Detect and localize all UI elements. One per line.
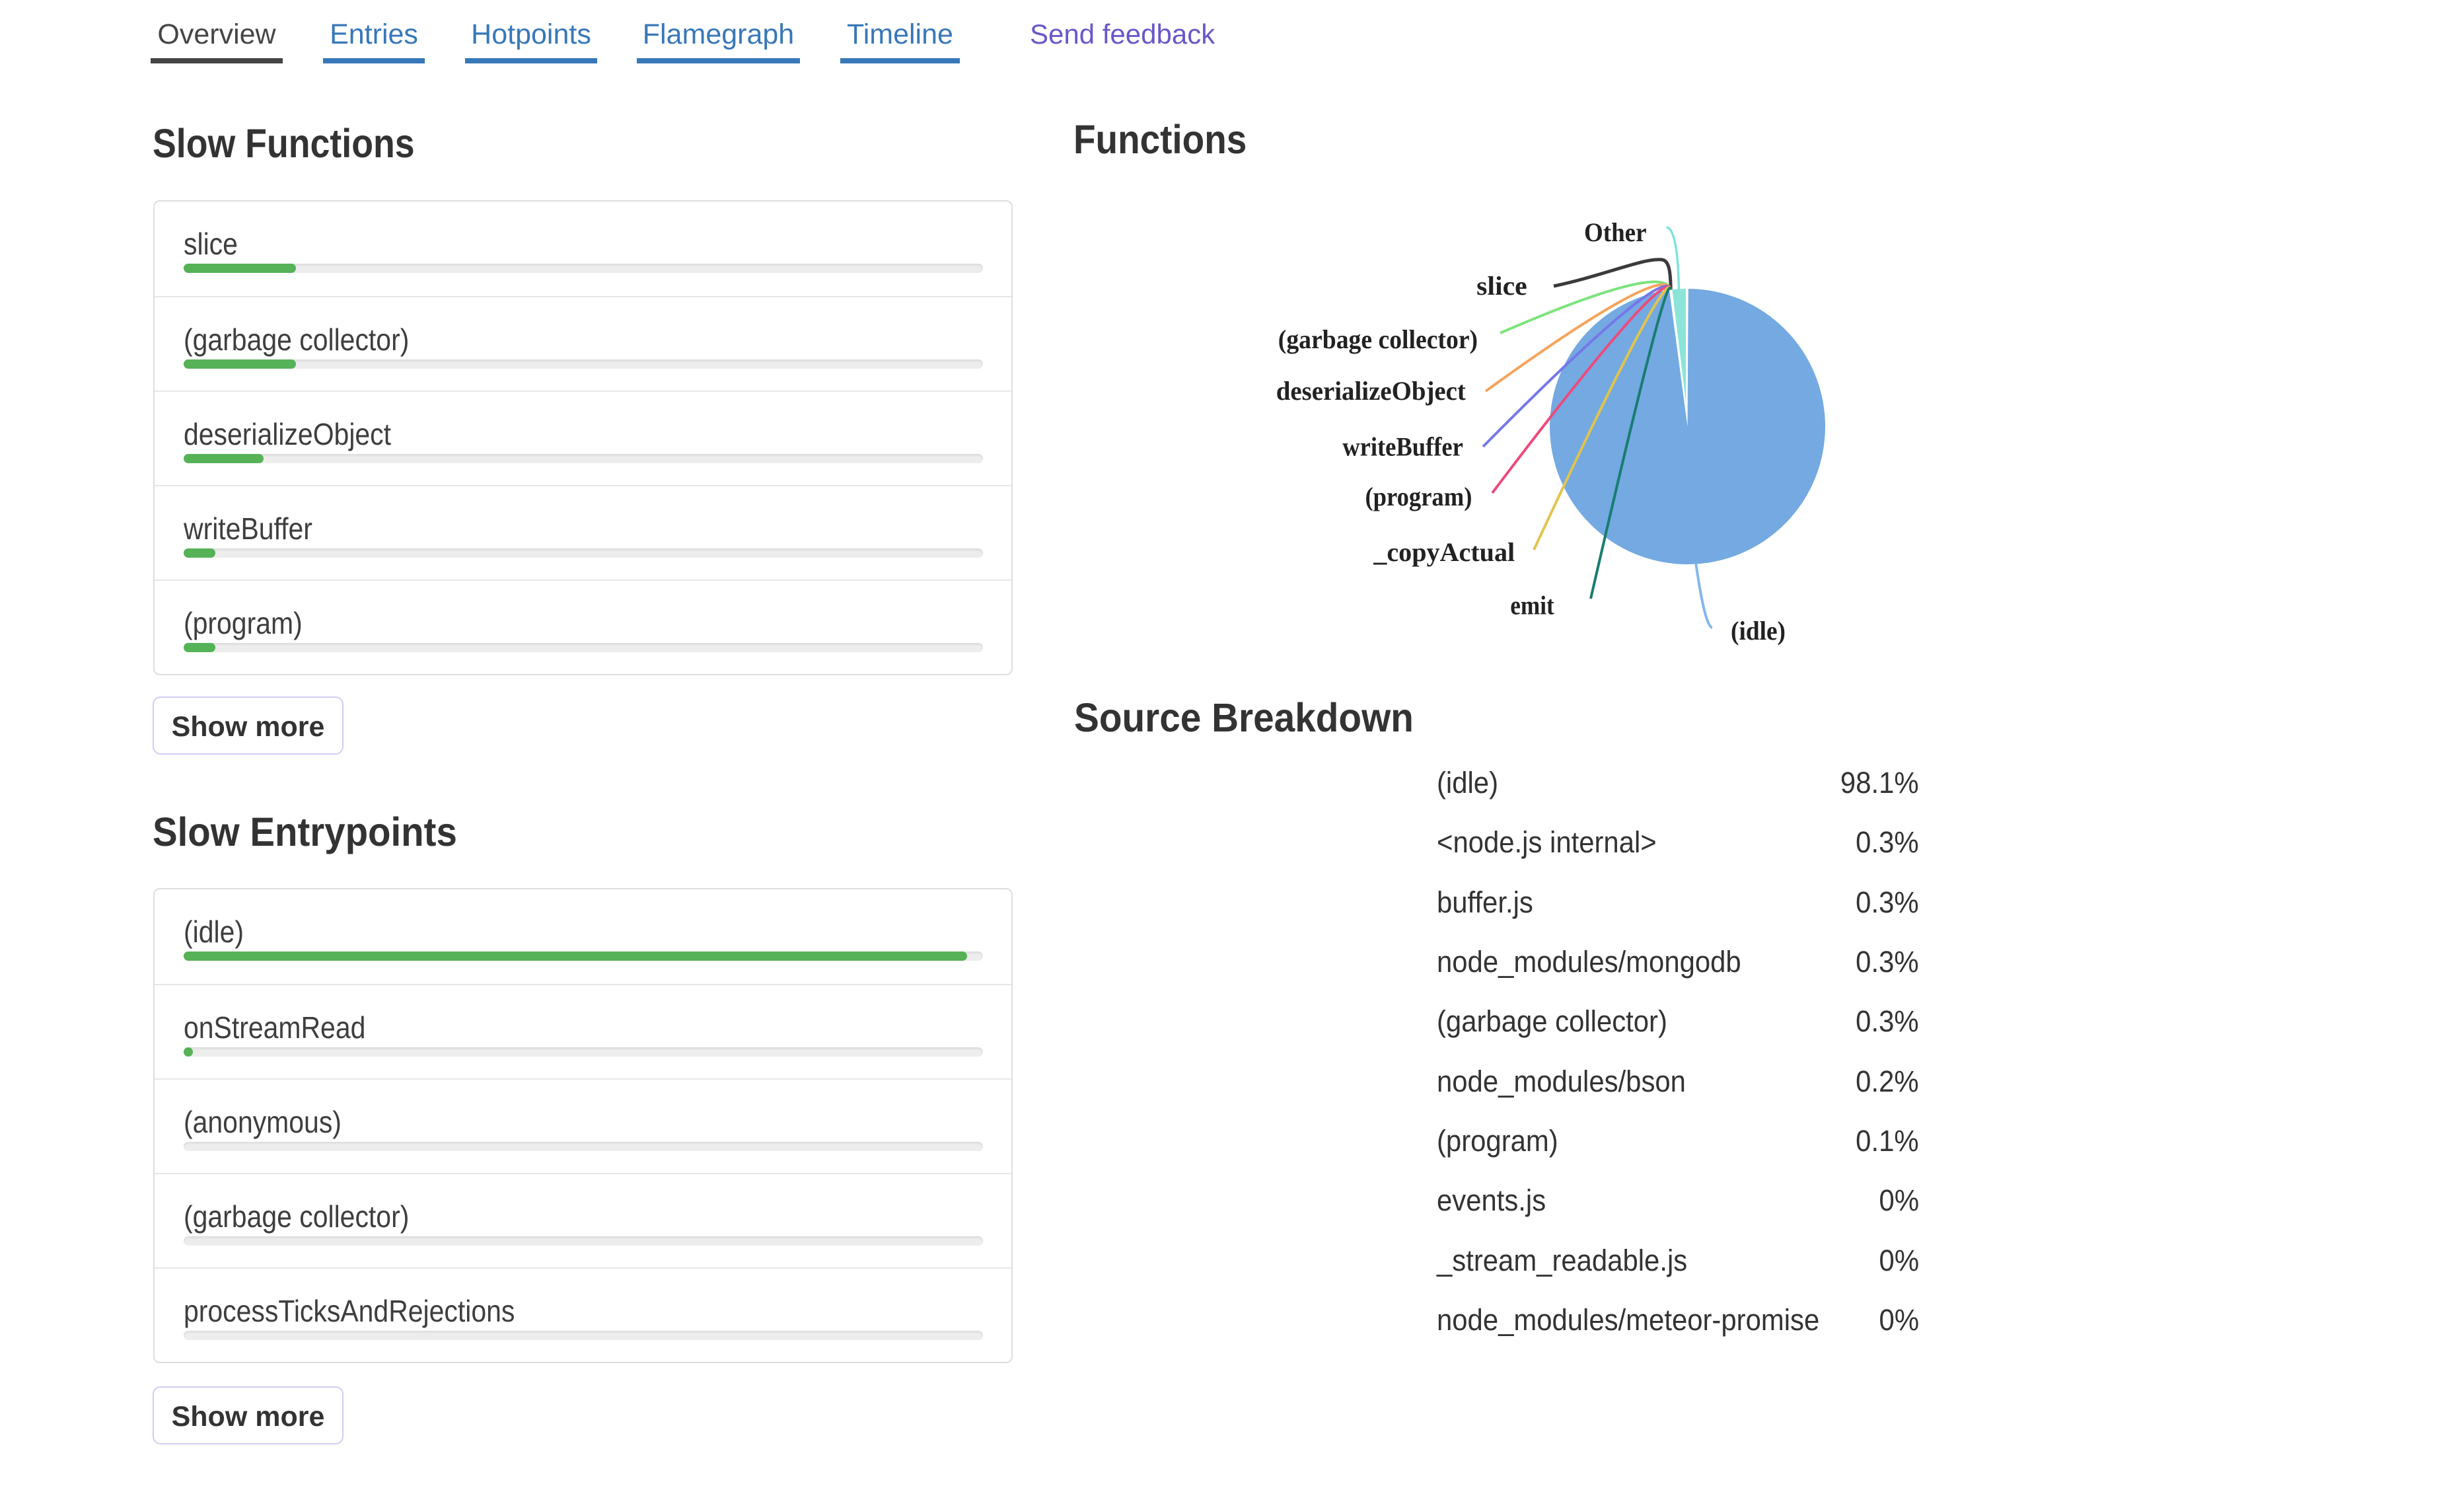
svg-text:slice: slice (1476, 271, 1527, 301)
svg-text:Other: Other (1584, 217, 1647, 247)
svg-text:emit: emit (1510, 590, 1554, 620)
svg-text:(garbage collector): (garbage collector) (1278, 324, 1478, 354)
svg-text:(idle): (idle) (1731, 616, 1786, 646)
svg-text:_copyActual: _copyActual (1373, 537, 1515, 567)
svg-text:writeBuffer: writeBuffer (1342, 432, 1463, 462)
svg-text:deserializeObject: deserializeObject (1276, 376, 1467, 406)
svg-text:(program): (program) (1365, 482, 1472, 511)
